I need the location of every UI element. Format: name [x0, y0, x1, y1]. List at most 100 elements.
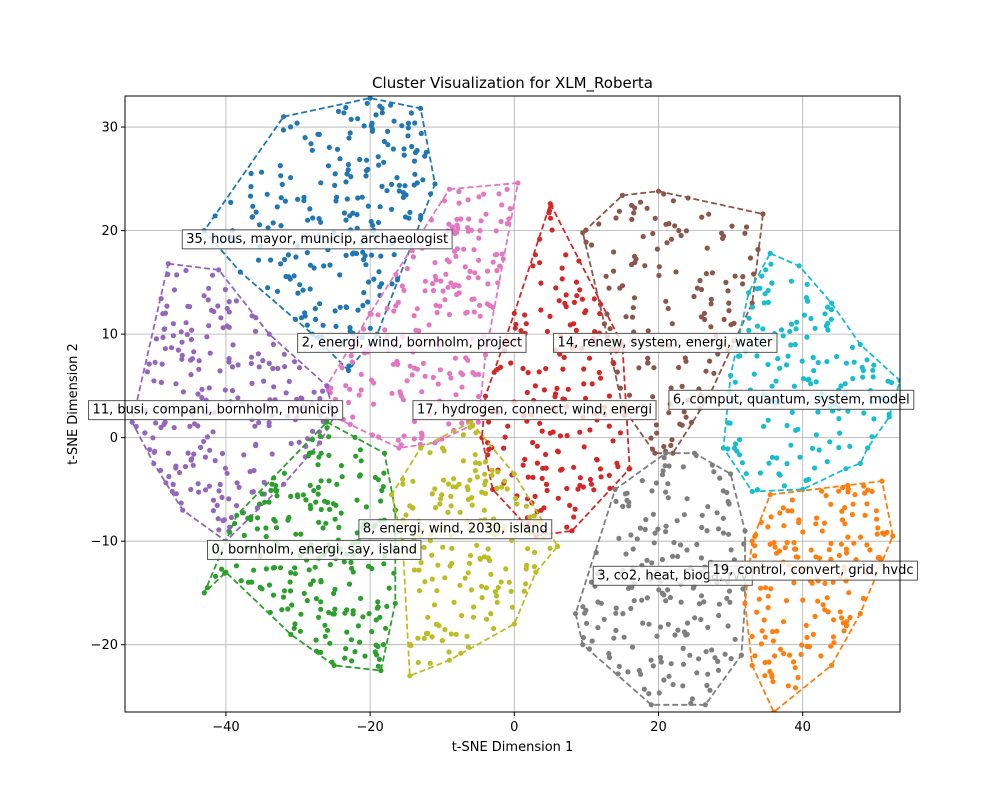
data-point — [547, 313, 553, 319]
data-point — [378, 668, 384, 674]
data-point — [222, 465, 228, 471]
data-point — [770, 629, 776, 635]
data-point — [472, 452, 478, 458]
data-point — [577, 429, 583, 435]
data-point — [640, 233, 646, 240]
data-point — [680, 683, 686, 689]
data-point — [514, 501, 520, 507]
data-point — [252, 423, 258, 429]
data-point — [179, 339, 185, 345]
data-point — [454, 246, 460, 252]
data-point — [822, 311, 828, 317]
data-point — [328, 385, 334, 391]
data-point — [567, 502, 573, 508]
data-point — [663, 529, 669, 535]
data-point — [433, 621, 439, 627]
data-point — [476, 235, 482, 241]
data-point — [255, 257, 262, 263]
data-point — [564, 433, 570, 439]
data-point — [380, 642, 386, 648]
data-point — [395, 437, 401, 443]
data-point — [530, 474, 536, 480]
data-point — [666, 221, 672, 227]
data-point — [666, 410, 672, 416]
data-point — [780, 333, 786, 339]
data-point — [293, 531, 299, 537]
data-point — [363, 504, 369, 510]
data-point — [185, 450, 191, 456]
data-point — [273, 525, 280, 531]
y-tick-label: −20 — [91, 638, 118, 653]
data-point — [765, 299, 771, 305]
data-point — [683, 228, 690, 234]
data-point — [799, 358, 805, 364]
data-point — [759, 273, 765, 279]
data-point — [205, 297, 211, 303]
data-point — [577, 475, 583, 481]
data-point — [522, 312, 528, 318]
data-point — [196, 489, 202, 495]
data-point — [377, 614, 383, 620]
data-point — [808, 315, 814, 322]
data-point — [538, 507, 544, 513]
data-point — [285, 252, 291, 258]
annotations-layer: 35, hous, mayor, municip, archaeologist 2… — [88, 229, 918, 586]
data-point — [338, 463, 344, 469]
data-point — [665, 587, 671, 593]
data-point — [697, 277, 703, 284]
data-point — [180, 389, 186, 395]
data-point — [160, 334, 166, 340]
data-point — [573, 279, 580, 285]
x-tick-label: −40 — [212, 720, 239, 735]
data-point — [263, 566, 269, 572]
data-point — [666, 673, 672, 679]
data-point — [459, 420, 465, 426]
data-point — [663, 298, 669, 304]
data-point — [775, 356, 781, 362]
data-point — [483, 211, 489, 217]
data-point — [521, 588, 527, 594]
data-point — [502, 478, 508, 484]
data-point — [324, 627, 331, 633]
data-point — [342, 610, 348, 616]
data-point — [459, 612, 465, 619]
data-point — [523, 566, 529, 572]
data-point — [220, 325, 226, 331]
data-point — [560, 366, 566, 372]
data-point — [845, 534, 851, 540]
data-point — [761, 617, 767, 623]
data-point — [357, 156, 363, 163]
data-point — [773, 378, 779, 384]
data-point — [860, 374, 866, 380]
data-point — [690, 585, 696, 591]
data-point — [343, 179, 349, 185]
data-point — [614, 369, 621, 375]
data-point — [498, 364, 504, 370]
data-point — [760, 326, 766, 332]
data-point — [673, 269, 679, 275]
cluster-label-0: 35, hous, mayor, municip, archaeologist — [181, 229, 453, 250]
data-point — [199, 395, 205, 401]
data-point — [657, 624, 664, 630]
data-point — [711, 370, 717, 376]
data-point — [152, 359, 158, 365]
data-point — [159, 361, 165, 367]
data-point — [874, 531, 880, 537]
data-point — [862, 512, 868, 518]
data-point — [261, 378, 267, 384]
data-point — [429, 576, 435, 582]
data-point — [402, 183, 408, 189]
data-point — [318, 219, 324, 225]
data-point — [402, 214, 409, 220]
data-point — [413, 327, 419, 333]
data-point — [368, 377, 375, 383]
data-point — [524, 389, 530, 396]
data-point — [345, 162, 351, 168]
data-point — [761, 423, 767, 429]
data-point — [611, 635, 617, 641]
data-point — [471, 296, 477, 302]
data-point — [772, 653, 778, 659]
data-point — [356, 392, 362, 398]
data-point — [587, 476, 594, 483]
data-point — [507, 206, 513, 212]
